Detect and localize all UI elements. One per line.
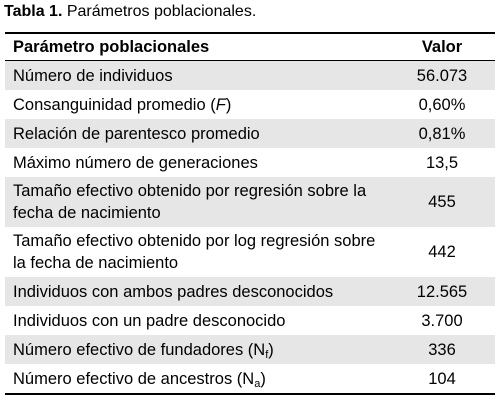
caption-text: Parámetros poblacionales. [62, 3, 257, 20]
row-value: 455 [389, 177, 495, 227]
row-value: 0,81% [389, 119, 495, 148]
table-row: Número de individuos 56.073 [5, 60, 495, 90]
row-label: Número de individuos [5, 60, 389, 90]
table-row: Individuos con ambos padres desconocidos… [5, 277, 495, 306]
row-label: Número efectivo de fundadores (Nf) [5, 335, 389, 364]
caption-label: Tabla 1. [4, 3, 63, 20]
row-label: Tamaño efectivo obtenido por log regresi… [13, 232, 376, 272]
population-parameters-table: Parámetro poblacionales Valor Número de … [5, 32, 495, 395]
header-value: Valor [389, 32, 495, 61]
table-row: Máximo número de generaciones 13,5 [5, 148, 495, 177]
row-value: 12.565 [389, 277, 495, 306]
row-label: Individuos con un padre desconocido [13, 311, 286, 330]
row-value: 336 [389, 335, 495, 364]
table-caption: Tabla 1. Parámetros poblacionales. [4, 1, 256, 23]
row-label: Individuos con ambos padres desconocidos [5, 277, 389, 306]
row-label: Número efectivo de ancestros (Na) [5, 364, 389, 395]
table-row: Número efectivo de fundadores (Nf) 336 [5, 335, 495, 364]
row-label: Tamaño efectivo obtenido por regresión s… [5, 177, 389, 227]
row-value: 13,5 [425, 153, 459, 172]
table-row: Individuos con un padre desconocido 3.70… [5, 306, 495, 335]
table-row: Número efectivo de ancestros (Na) 104 [5, 364, 495, 395]
row-value: 104 [389, 364, 495, 395]
table-row: Relación de parentesco promedio 0,81% [5, 119, 495, 148]
row-label: Máximo número de generaciones [13, 153, 258, 172]
row-label: Relación de parentesco promedio [5, 119, 389, 148]
header-parameter: Parámetro poblacionales [5, 32, 389, 61]
table-row: Tamaño efectivo obtenido por regresión s… [5, 177, 495, 227]
row-value: 56.073 [389, 60, 495, 90]
row-value: 3.700 [421, 311, 463, 330]
row-value: 442 [428, 243, 456, 261]
table-header-row: Parámetro poblacionales Valor [5, 32, 495, 61]
row-label: Consanguinidad promedio (F) [13, 95, 232, 114]
table-row: Consanguinidad promedio (F) 0,60% [5, 90, 495, 119]
row-value: 0,60% [418, 95, 466, 114]
table-row: Tamaño efectivo obtenido por log regresi… [5, 227, 495, 277]
